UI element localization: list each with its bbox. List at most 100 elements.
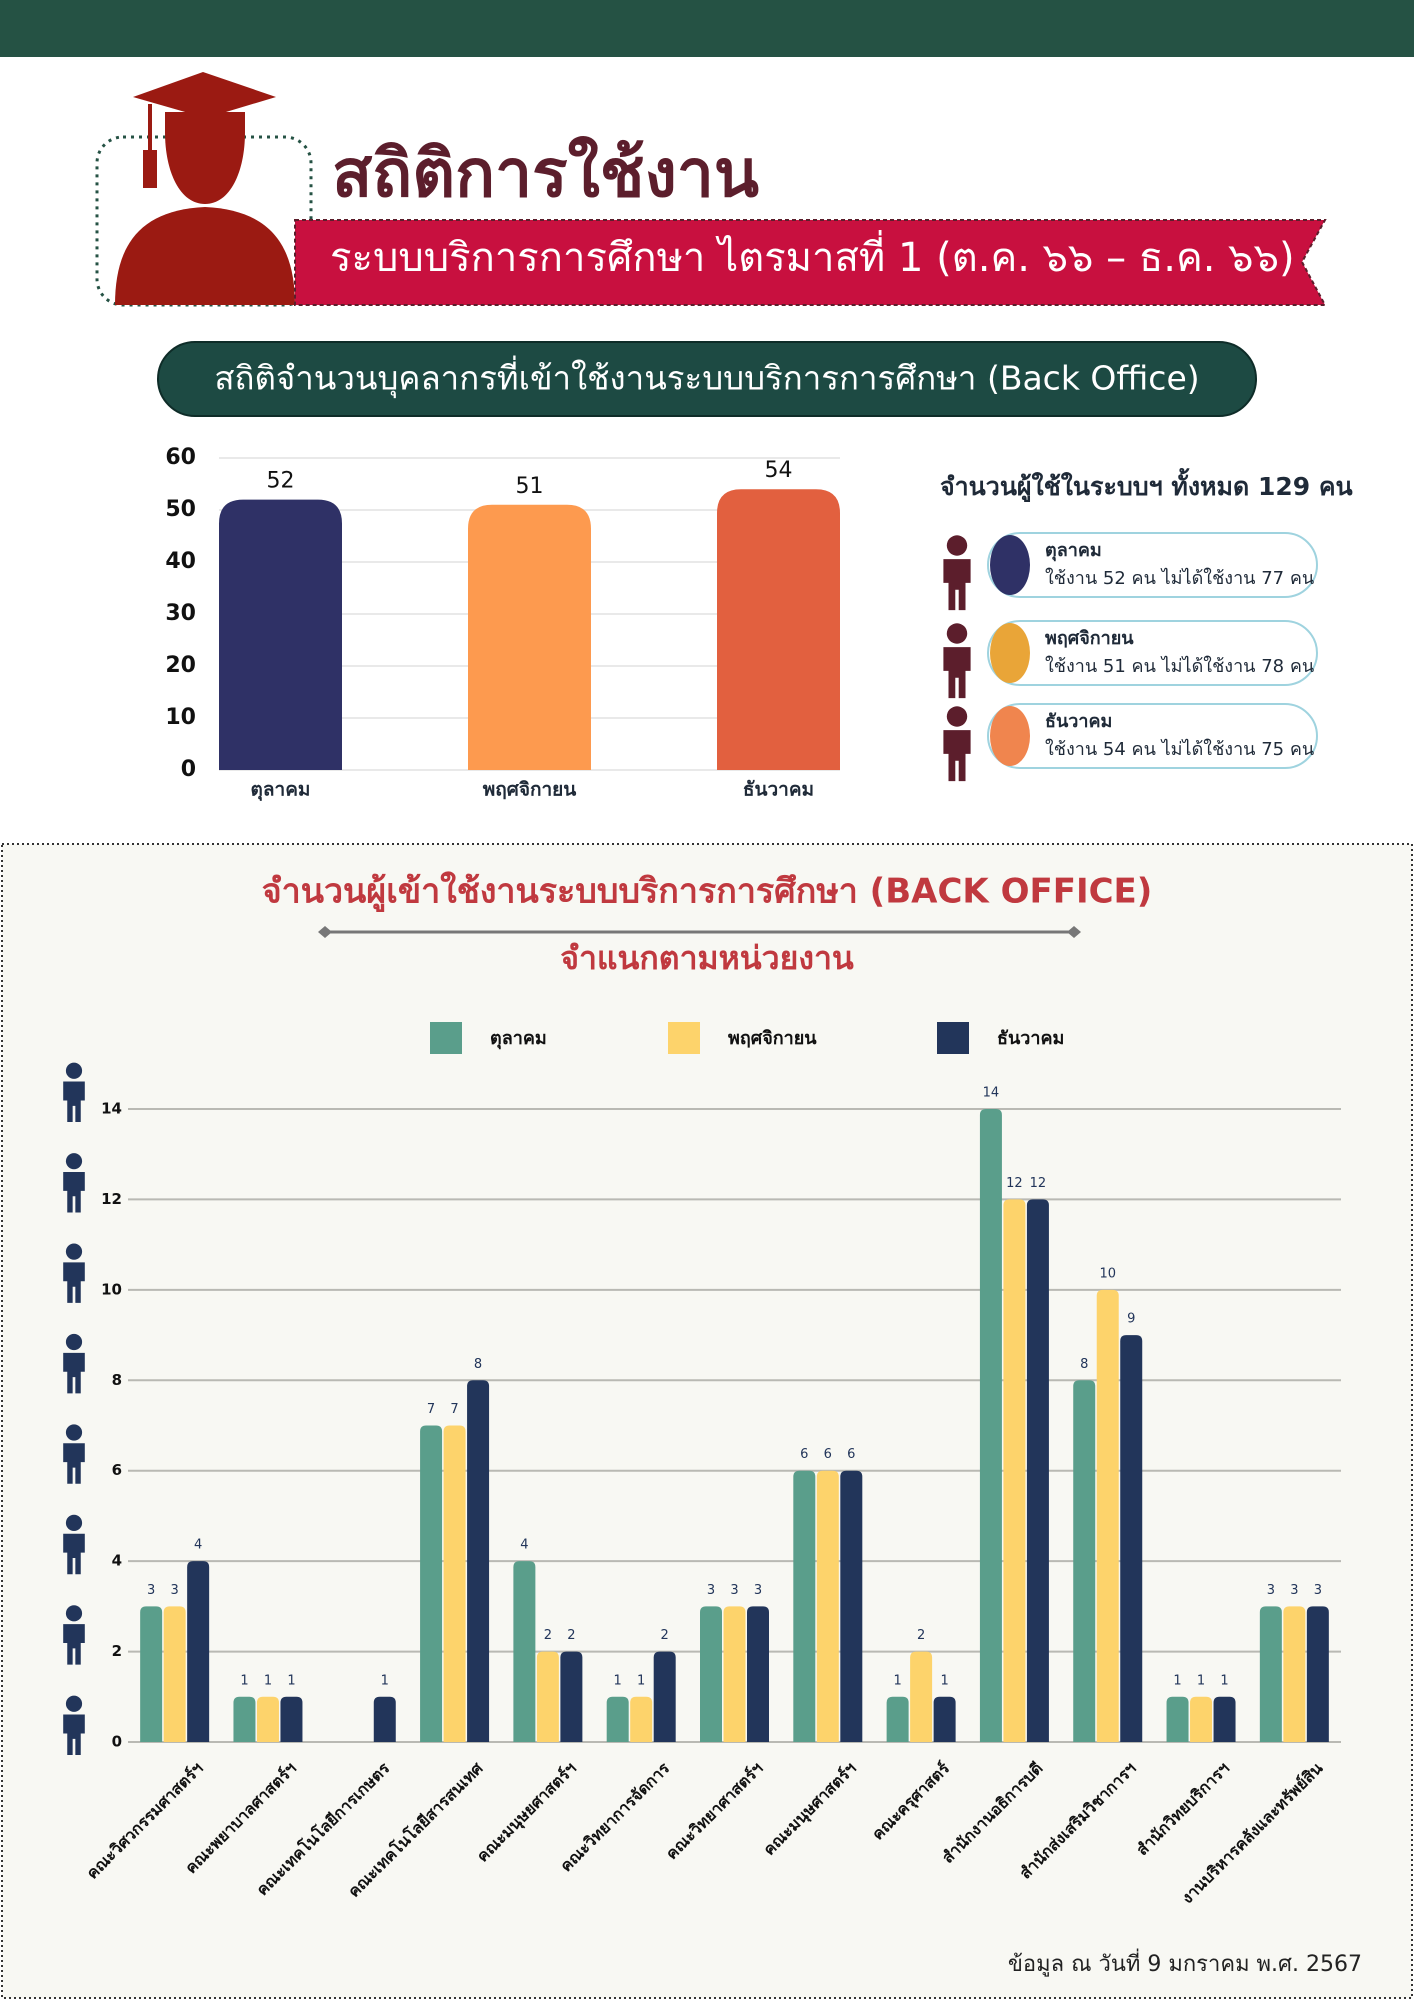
person-icon (63, 1605, 85, 1665)
value-label: 3 (730, 1583, 738, 1598)
rule-end (1067, 926, 1081, 938)
value-label: 6 (800, 1447, 808, 1462)
banner (294, 219, 1327, 306)
person-head (946, 623, 968, 644)
bar (280, 1696, 303, 1742)
y-tick-label: 2 (112, 1642, 122, 1660)
bar (256, 1696, 279, 1742)
value-label: 3 (171, 1583, 179, 1598)
bar (163, 1606, 186, 1742)
bar (560, 1651, 583, 1742)
summary-pill (987, 703, 1318, 769)
person-head (65, 1514, 83, 1531)
bar (513, 1561, 536, 1742)
value-label: 2 (544, 1628, 552, 1643)
value-label: 54 (765, 458, 793, 483)
person-icon (63, 1153, 85, 1213)
bar (700, 1606, 722, 1742)
value-label: 14 (983, 1086, 1000, 1101)
page-title: สถิติการใช้งาน (332, 134, 759, 212)
person-icon (63, 1062, 85, 1123)
value-label: 1 (287, 1673, 295, 1688)
person-head (65, 1243, 83, 1260)
y-tick-label: 8 (112, 1371, 122, 1389)
bar (653, 1651, 676, 1742)
value-label: 1 (1173, 1673, 1181, 1688)
value-label: 3 (707, 1583, 715, 1598)
bar (468, 504, 591, 770)
x-tick-label: พฤศจิกายน (483, 779, 577, 801)
top-bar (0, 0, 1414, 57)
person-icon (63, 1333, 85, 1394)
bar (979, 1109, 1002, 1742)
x-tick-label: ธันวาคม (743, 779, 814, 801)
bar (536, 1651, 559, 1742)
bar (1003, 1199, 1026, 1742)
person-head (65, 1333, 83, 1351)
legend-swatch (430, 1022, 462, 1054)
legend-label: ธันวาคม (997, 1028, 1064, 1049)
banner-text: ระบบบริการการศึกษา ไตรมาสที่ 1 (ต.ค. ๖๖ … (330, 230, 1295, 281)
person-body (63, 1714, 85, 1756)
bar (1120, 1335, 1143, 1742)
value-label: 3 (754, 1583, 762, 1598)
value-label: 7 (450, 1402, 458, 1417)
person-body (943, 559, 971, 611)
value-label: 1 (1197, 1673, 1205, 1688)
section-pill (157, 341, 1257, 417)
bar (747, 1606, 769, 1742)
value-label: 1 (381, 1673, 389, 1688)
value-label: 1 (893, 1673, 901, 1688)
summary-detail: ใช้งาน 52 คน ไม่ได้ใช้งาน 77 คน (1045, 567, 1314, 589)
rule-end (318, 926, 332, 938)
lower-panel (1, 843, 1413, 1999)
legend-label: พฤศจิกายน (728, 1028, 817, 1049)
summary-title: จำนวนผู้ใช้ในระบบฯ ทั้งหมด 129 คน (940, 467, 1353, 503)
person-icon (943, 623, 971, 699)
person-body (943, 647, 971, 699)
y-tick-label: 14 (101, 1100, 122, 1118)
bar (606, 1696, 629, 1742)
value-label: 1 (240, 1673, 248, 1688)
bar (467, 1380, 490, 1742)
value-label: 52 (267, 469, 295, 494)
y-tick-label: 60 (165, 445, 196, 470)
value-label: 2 (661, 1628, 669, 1643)
person-body (63, 1443, 85, 1484)
section-title: สถิติจำนวนบุคลากรที่เข้าใช้งานระบบบริการ… (214, 356, 1199, 399)
y-tick-label: 12 (101, 1190, 122, 1208)
person-head (65, 1605, 83, 1622)
summary-pill (987, 620, 1318, 686)
bar (886, 1696, 909, 1742)
y-tick-label: 10 (101, 1280, 122, 1298)
person-icon (943, 706, 971, 782)
summary-name: พฤศจิกายน (1045, 628, 1134, 649)
summary-pill (987, 532, 1318, 598)
bar (420, 1425, 443, 1742)
value-label: 1 (940, 1673, 948, 1688)
person-head (65, 1062, 83, 1079)
y-tick-label: 50 (165, 497, 196, 522)
value-label: 3 (147, 1583, 155, 1598)
summary-detail: ใช้งาน 54 คน ไม่ได้ใช้งาน 75 คน (1045, 738, 1314, 760)
value-label: 12 (1030, 1176, 1047, 1191)
person-head (946, 706, 968, 727)
bar (443, 1425, 466, 1742)
summary-dot (990, 706, 1030, 766)
value-label: 4 (194, 1538, 202, 1553)
person-body (943, 730, 971, 782)
person-icon (63, 1424, 85, 1484)
value-label: 8 (474, 1357, 482, 1372)
bar (140, 1606, 163, 1742)
footer-note: ข้อมูล ณ วันที่ 9 มกราคม พ.ศ. 2567 (1008, 1948, 1362, 1977)
value-label: 2 (917, 1628, 925, 1643)
bar (1306, 1606, 1329, 1742)
person-head (946, 535, 968, 556)
bar (717, 489, 840, 770)
bar (723, 1606, 746, 1742)
y-tick-label: 10 (165, 705, 196, 730)
person-head (65, 1695, 83, 1712)
value-label: 1 (264, 1673, 272, 1688)
bar (233, 1696, 256, 1742)
